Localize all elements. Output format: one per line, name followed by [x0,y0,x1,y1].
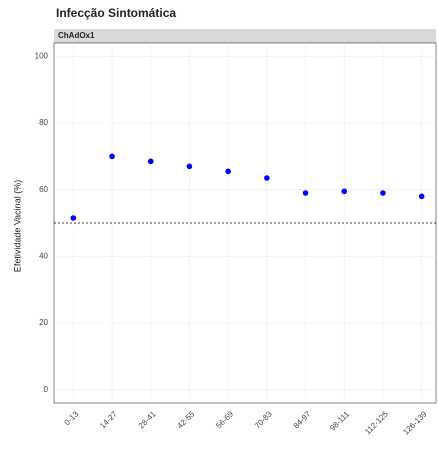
x-tick-label: 42-55 [176,409,197,430]
y-tick-label: 20 [39,318,48,327]
point [341,188,348,195]
y-tick-label: 0 [44,385,49,394]
point [186,163,193,170]
point [147,158,154,165]
x-tick-label: 28-41 [137,409,158,430]
panel [53,42,437,404]
point [380,190,386,196]
x-tick-label: 98-111 [328,409,352,433]
point [70,215,77,221]
point [418,193,425,200]
facet-strip [54,29,436,43]
y-axis-label: Efetividade Vacinal (%) [12,180,22,272]
x-tick-label: 0-13 [63,409,81,427]
x-tick-label: 56-69 [214,409,235,430]
x-tick-label: 14-27 [98,409,119,430]
point [109,153,115,160]
point [302,190,309,196]
x-tick-label: 84-97 [292,409,313,430]
y-tick-label: 40 [39,251,48,260]
x-tick-label: 126-139 [401,409,429,437]
x-tick-label: 112-125 [363,409,390,436]
y-tick-label: 60 [39,185,48,194]
y-tick-label: 100 [35,51,49,60]
point [264,175,270,181]
point [225,168,231,175]
chart-title: Infecção Sintomática [56,6,176,20]
facet-label: ChAdOx1 [58,31,95,40]
x-tick-label: 70-83 [253,409,274,430]
y-tick-label: 80 [39,118,48,127]
